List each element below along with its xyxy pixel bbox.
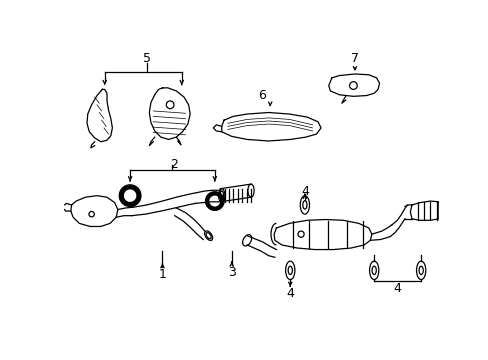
Text: 3: 3 bbox=[227, 266, 235, 279]
Text: 5: 5 bbox=[143, 52, 151, 65]
Text: 4: 4 bbox=[286, 287, 294, 300]
Text: 1: 1 bbox=[158, 268, 166, 281]
Text: 4: 4 bbox=[392, 282, 401, 295]
Text: 7: 7 bbox=[350, 52, 358, 65]
Text: 4: 4 bbox=[300, 185, 308, 198]
Text: 6: 6 bbox=[258, 89, 266, 102]
Text: 2: 2 bbox=[170, 158, 178, 171]
